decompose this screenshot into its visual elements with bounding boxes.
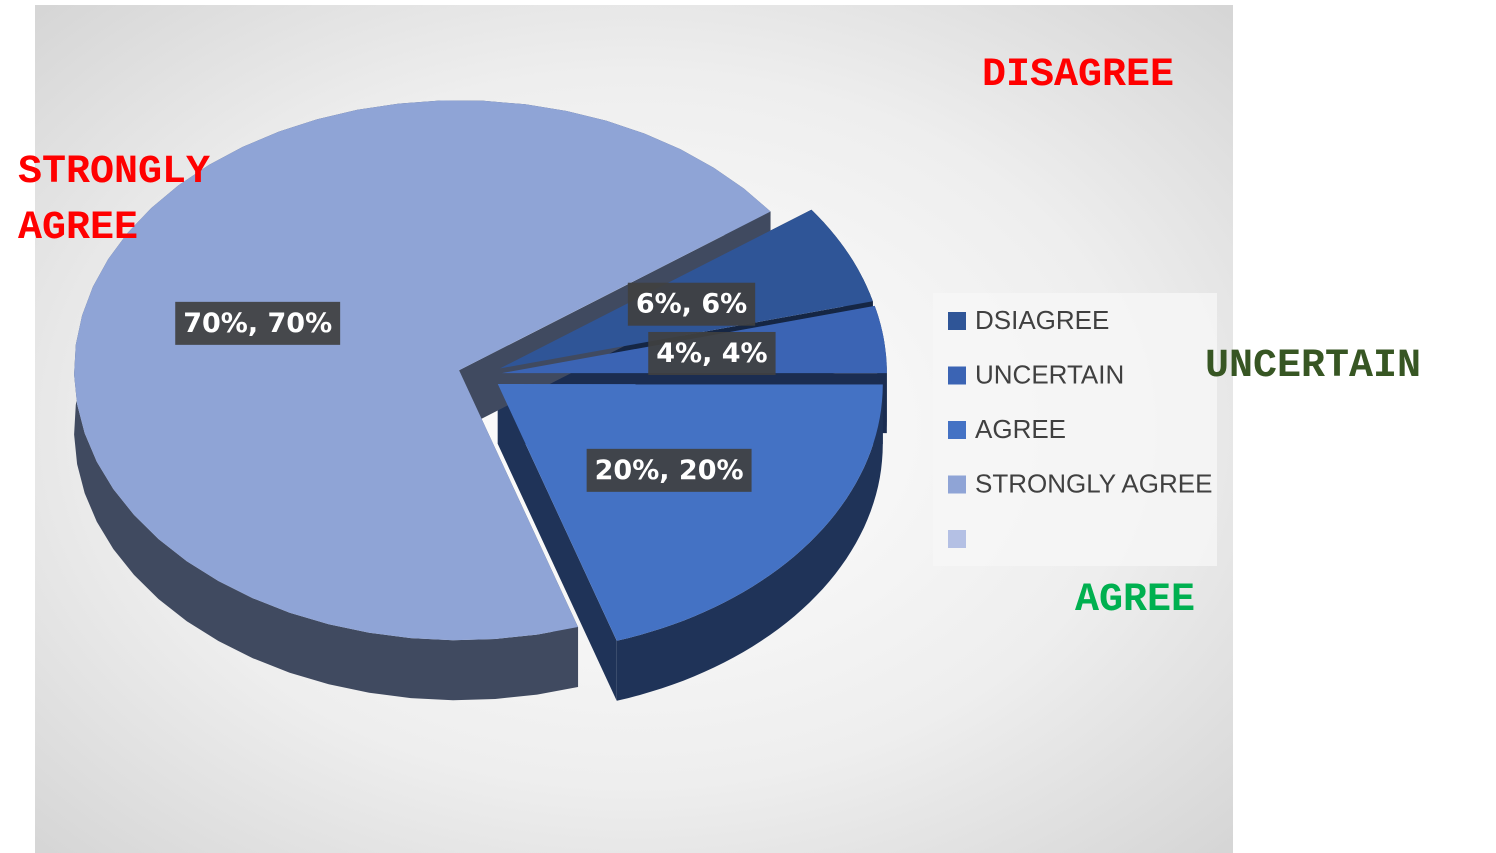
legend-label: STRONGLY AGREE (975, 468, 1212, 498)
legend-label: AGREE (975, 414, 1066, 444)
data-label-box (175, 301, 341, 345)
data-label: 4%, 4% (656, 338, 767, 369)
annotation: STRONGLY AGREE (18, 150, 211, 251)
slice (497, 384, 883, 641)
legend-swatch (948, 530, 966, 548)
slice (74, 100, 771, 641)
data-labels: 6%, 6% 4%, 4% 20%, 20% 70%, 70% (175, 282, 776, 492)
slice-side (616, 384, 883, 701)
legend-swatch (948, 421, 966, 439)
legend-label: DSIAGREE (975, 305, 1109, 335)
annotation: AGREE (1075, 578, 1196, 623)
annotation: DISAGREE (982, 53, 1175, 98)
annotation: UNCERTAIN (1205, 344, 1422, 389)
legend-swatch (948, 312, 966, 330)
legend-box (933, 293, 1217, 566)
data-label: 70%, 70% (183, 308, 332, 339)
data-label: 6%, 6% (636, 289, 747, 320)
legend-swatch (948, 366, 966, 385)
slice-wall (497, 384, 617, 701)
legend-swatch (948, 475, 966, 494)
data-label: 20%, 20% (595, 455, 744, 486)
data-label-box (586, 448, 752, 492)
data-label-box (648, 331, 776, 375)
data-label-box (627, 282, 756, 326)
legend-label: UNCERTAIN (975, 359, 1124, 389)
